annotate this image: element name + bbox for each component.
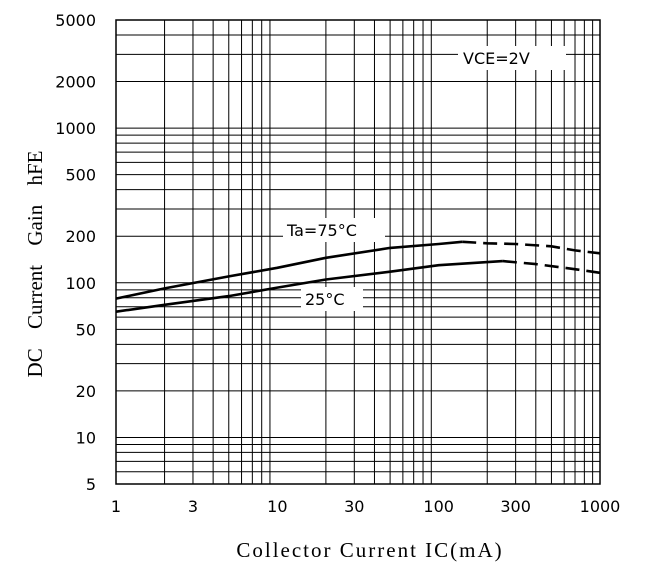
x-axis-label: Collector Current IC(mA) [236, 538, 503, 562]
x-tick-label: 1000 [580, 497, 621, 516]
y-tick-label: 5000 [55, 11, 96, 30]
series-label-75c: Ta=75°C [286, 221, 357, 240]
grid [116, 20, 600, 484]
y-tick-label: 200 [65, 227, 96, 246]
series-label-75c-bg [283, 218, 385, 242]
condition-label: VCE=2V [463, 49, 530, 68]
x-tick-label: 1 [111, 497, 121, 516]
series-group [115, 240, 601, 313]
y-tick-label: 10 [76, 428, 96, 447]
x-tick-label: 100 [423, 497, 454, 516]
x-tick-label: 10 [267, 497, 287, 516]
x-tick-label: 300 [500, 497, 531, 516]
series-line-dashed-75c [462, 240, 601, 255]
series-label-25c: 25°C [305, 290, 345, 309]
x-tick-label: 3 [188, 497, 198, 516]
x-tick-label: 30 [344, 497, 364, 516]
condition-label-bg [458, 46, 566, 70]
y-axis-label: DC Current Gain hFE [23, 151, 47, 378]
series-label-25c-bg [301, 287, 363, 311]
y-tick-label: 500 [65, 166, 96, 185]
series-line-75c [115, 240, 463, 300]
series-line-25c [115, 259, 503, 313]
y-tick-label: 50 [76, 320, 96, 339]
y-tick-label: 20 [76, 382, 96, 401]
y-tick-labels: 5 10 20 50 100 200 500 1000 2000 5000 [55, 11, 96, 494]
y-tick-label: 2000 [55, 73, 96, 92]
y-tick-label: 5 [86, 475, 96, 494]
y-tick-label: 100 [65, 274, 96, 293]
x-tick-labels: 1 3 10 30 100 300 1000 [111, 497, 620, 516]
annotations: VCE=2V Ta=75°C 25°C [283, 46, 566, 311]
y-tick-label: 1000 [55, 119, 96, 138]
series-line-dashed-25c [502, 259, 601, 275]
